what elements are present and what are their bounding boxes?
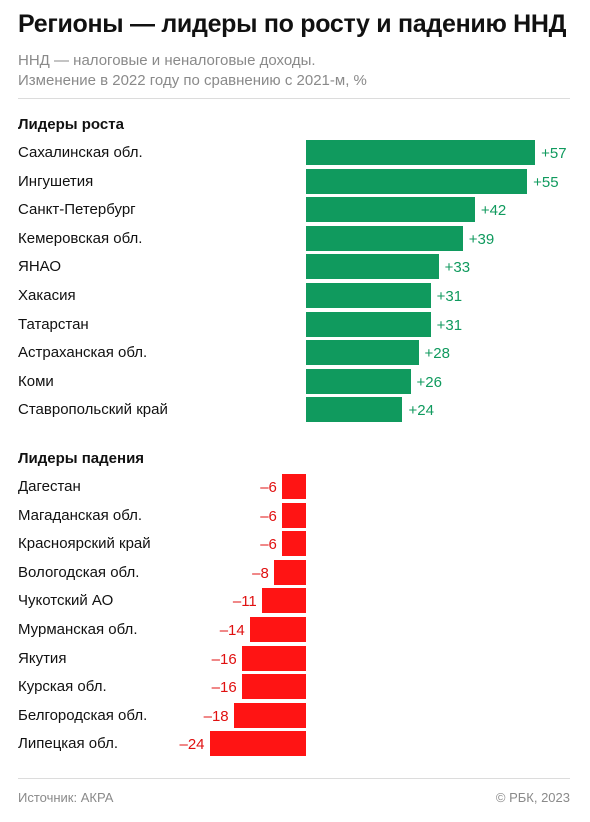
- value-label: –14: [219, 622, 245, 639]
- value-label: +57: [541, 145, 567, 162]
- growth-bar: [306, 311, 431, 337]
- category-label: Дагестан: [18, 478, 81, 495]
- subtitle-line-1: ННД — налоговые и неналоговые доходы.: [18, 52, 316, 69]
- value-label: +31: [436, 288, 463, 305]
- decline-bar: [209, 731, 306, 757]
- category-label: Мурманская обл.: [18, 621, 138, 638]
- chart-title: Регионы — лидеры по росту и падению ННД: [18, 10, 567, 38]
- category-label: Чукотский АО: [18, 592, 114, 610]
- value-label: –6: [260, 507, 277, 525]
- growth-bar: [306, 283, 431, 308]
- category-label: Курская обл.: [18, 678, 107, 696]
- value-label: –16: [211, 650, 237, 668]
- growth-bar: [306, 397, 403, 423]
- value-label: –11: [232, 593, 257, 611]
- decline-bar: [281, 531, 306, 557]
- category-label: Хакасия: [18, 287, 76, 304]
- category-label: Липецкая обл.: [18, 735, 118, 753]
- value-label: –18: [203, 707, 229, 725]
- value-label: +26: [416, 373, 442, 391]
- value-label: –24: [179, 736, 205, 754]
- growth-bar: [306, 225, 463, 251]
- growth-bar: [306, 168, 528, 194]
- growth-bar: [306, 254, 439, 280]
- decline-bar: [241, 674, 306, 700]
- subtitle-line-2: Изменение в 2022 году по сравнению с 202…: [18, 72, 367, 89]
- category-label: Белгородская обл.: [18, 706, 148, 724]
- category-label: Магаданская обл.: [18, 506, 143, 524]
- value-label: +33: [444, 259, 471, 277]
- category-label: Вологодская обл.: [18, 563, 140, 581]
- value-label: –8: [252, 564, 269, 582]
- value-label: –16: [211, 679, 237, 697]
- bottom-divider: [18, 778, 570, 779]
- value-label: +42: [480, 202, 507, 220]
- source-note: Источник: АКРА: [18, 790, 114, 805]
- value-label: –6: [260, 536, 277, 554]
- decline-bar: [249, 617, 306, 642]
- category-label: Санкт-Петербург: [18, 201, 136, 219]
- growth-bar: [306, 197, 475, 223]
- value-label: +24: [408, 402, 434, 420]
- value-label: +39: [468, 230, 495, 248]
- category-label: Сахалинская обл.: [18, 144, 143, 161]
- decline-section-title: Лидеры падения: [18, 450, 145, 467]
- category-label: Астраханская обл.: [18, 344, 148, 362]
- value-label: +28: [424, 345, 450, 363]
- growth-bar: [306, 368, 411, 394]
- decline-bar: [261, 588, 306, 614]
- category-label: Кемеровская обл.: [18, 229, 143, 247]
- category-label: Татарстан: [18, 315, 89, 333]
- decline-bar: [281, 474, 306, 499]
- growth-section-title: Лидеры роста: [18, 116, 124, 133]
- growth-bar: [306, 340, 419, 366]
- decline-bar: [233, 702, 306, 728]
- category-label: Якутия: [18, 649, 67, 667]
- decline-bar: [281, 502, 306, 528]
- copyright-note: © РБК, 2023: [495, 790, 570, 805]
- category-label: ЯНАО: [18, 258, 62, 276]
- value-label: +31: [436, 316, 463, 334]
- growth-bar: [306, 140, 536, 165]
- category-label: Ингушетия: [18, 172, 94, 190]
- value-label: +55: [533, 173, 559, 191]
- decline-bar: [241, 645, 306, 671]
- category-label: Красноярский край: [18, 535, 151, 553]
- value-label: –6: [260, 479, 277, 496]
- top-divider: [18, 98, 570, 99]
- category-label: Коми: [18, 372, 54, 390]
- category-label: Ставропольский край: [18, 401, 168, 419]
- decline-bar: [273, 559, 306, 585]
